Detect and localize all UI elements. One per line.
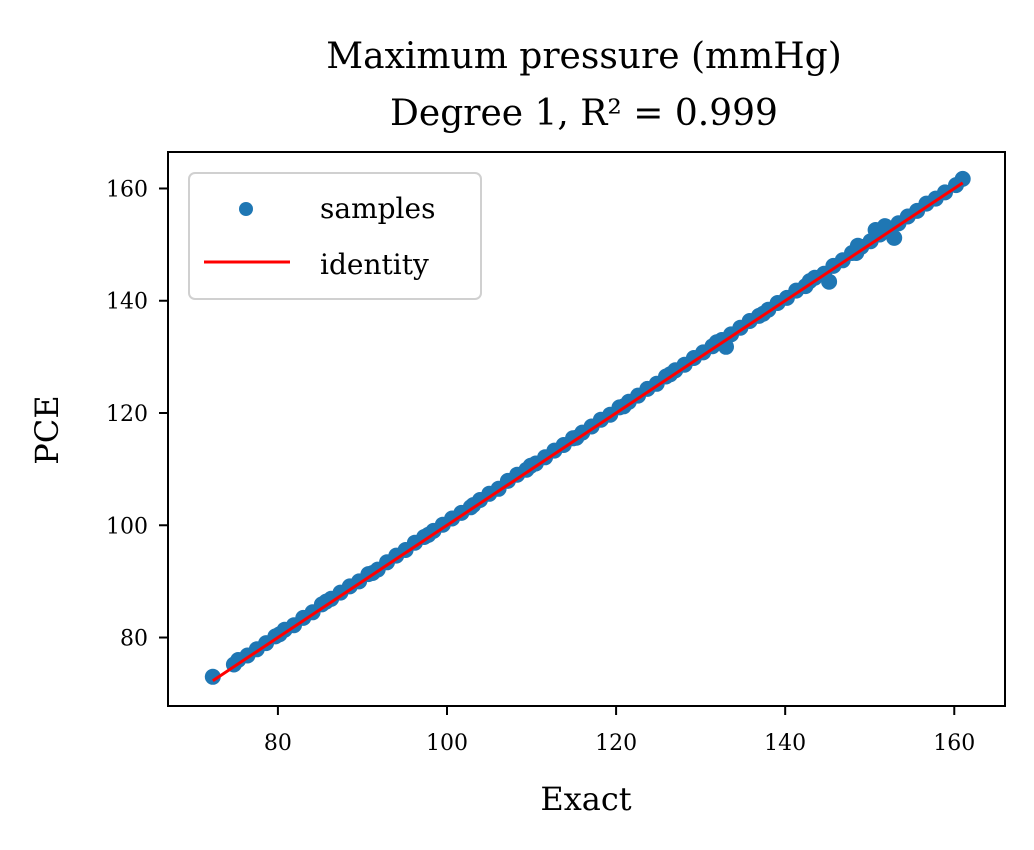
y-tick-label: 140 xyxy=(106,290,148,315)
sample-point xyxy=(954,170,971,187)
chart-title: Maximum pressure (mmHg) xyxy=(326,36,842,77)
x-axis-label: Exact xyxy=(540,780,631,818)
sample-point xyxy=(886,229,903,246)
legend-identity-label: identity xyxy=(320,248,429,281)
x-tick-label: 160 xyxy=(933,731,975,756)
sample-point xyxy=(318,593,335,610)
chart-subtitle: Degree 1, R² = 0.999 xyxy=(390,93,778,134)
plot-area xyxy=(167,151,1006,707)
identity-line xyxy=(211,181,964,682)
data-marks xyxy=(204,170,971,685)
sample-point xyxy=(821,273,838,290)
x-tick-label: 140 xyxy=(764,731,806,756)
sample-point xyxy=(522,457,539,474)
legend-samples-label: samples xyxy=(320,192,435,225)
y-tick-label: 80 xyxy=(120,627,148,652)
y-tick-label: 120 xyxy=(106,402,148,427)
sample-point xyxy=(801,273,818,290)
legend-box xyxy=(188,172,482,300)
x-axis: 80 100 120 140 160 xyxy=(264,706,975,756)
x-tick-label: 100 xyxy=(426,731,468,756)
plot-frame xyxy=(167,151,1006,707)
y-axis: 80 100 120 140 160 xyxy=(106,177,168,652)
y-tick-label: 160 xyxy=(106,177,148,202)
x-tick-label: 120 xyxy=(595,731,637,756)
y-axis-label: PCE xyxy=(28,395,66,464)
legend-samples-marker xyxy=(239,202,253,216)
x-tick-label: 80 xyxy=(264,731,292,756)
y-tick-label: 100 xyxy=(106,514,148,539)
sample-point xyxy=(204,668,221,685)
legend: samples identity xyxy=(188,172,482,300)
